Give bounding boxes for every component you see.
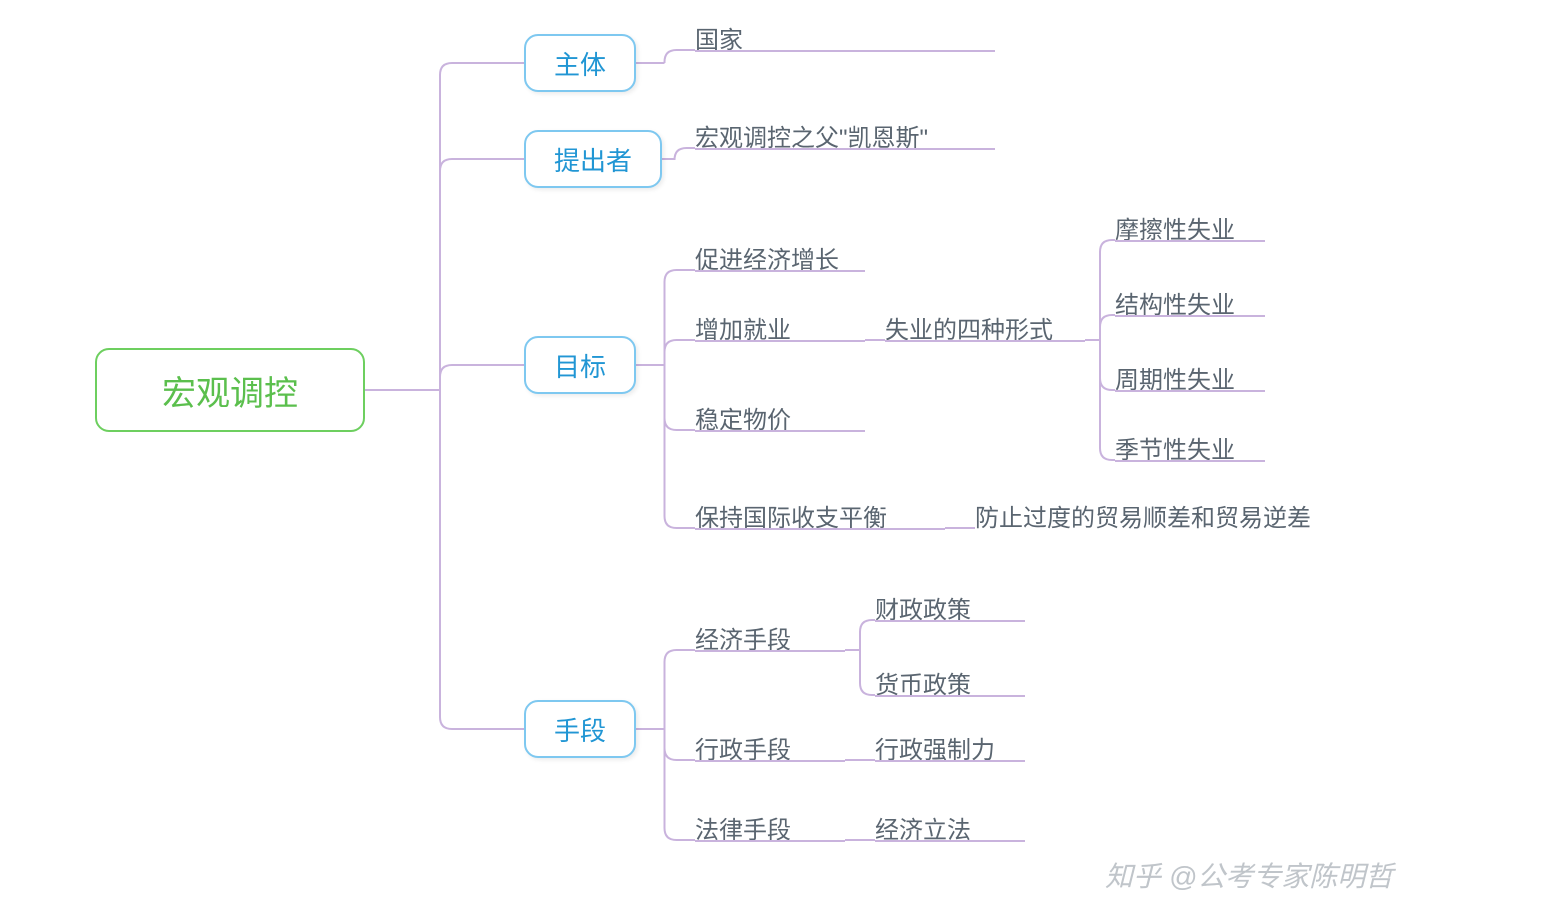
branch-means[interactable]: 手段 bbox=[524, 700, 636, 758]
leaf-underline bbox=[695, 430, 865, 432]
leaf-underline bbox=[875, 760, 1025, 762]
branch-proposer[interactable]: 提出者 bbox=[524, 130, 662, 188]
leaf-underline bbox=[695, 528, 945, 530]
leaf-underline bbox=[695, 340, 865, 342]
leaf-underline bbox=[695, 650, 845, 652]
leaf-underline bbox=[695, 840, 845, 842]
branch-goal[interactable]: 目标 bbox=[524, 336, 636, 394]
leaf-underline bbox=[1115, 460, 1265, 462]
branch-label: 主体 bbox=[554, 45, 606, 82]
leaf-underline bbox=[695, 50, 995, 52]
leaf-underline bbox=[695, 148, 995, 150]
root-node[interactable]: 宏观调控 bbox=[95, 348, 365, 432]
watermark: 知乎 @公考专家陈明哲 bbox=[1105, 855, 1393, 895]
branch-label: 提出者 bbox=[554, 141, 632, 178]
leaf-underline bbox=[695, 760, 845, 762]
leaf-underline bbox=[875, 695, 1025, 697]
leaf-underline bbox=[1115, 390, 1265, 392]
branch-label: 手段 bbox=[554, 711, 606, 748]
root-label: 宏观调控 bbox=[162, 366, 298, 415]
leaf-underline bbox=[875, 620, 1025, 622]
leaf-underline bbox=[1115, 240, 1265, 242]
watermark-text: 知乎 @公考专家陈明哲 bbox=[1105, 861, 1393, 892]
leaf-trade[interactable]: 防止过度的贸易顺差和贸易逆差 bbox=[975, 498, 1311, 533]
leaf-underline bbox=[1115, 315, 1265, 317]
branch-label: 目标 bbox=[554, 347, 606, 384]
leaf-underline bbox=[695, 270, 865, 272]
branch-subject[interactable]: 主体 bbox=[524, 34, 636, 92]
leaf-underline bbox=[875, 840, 1025, 842]
leaf-underline bbox=[885, 340, 1085, 342]
